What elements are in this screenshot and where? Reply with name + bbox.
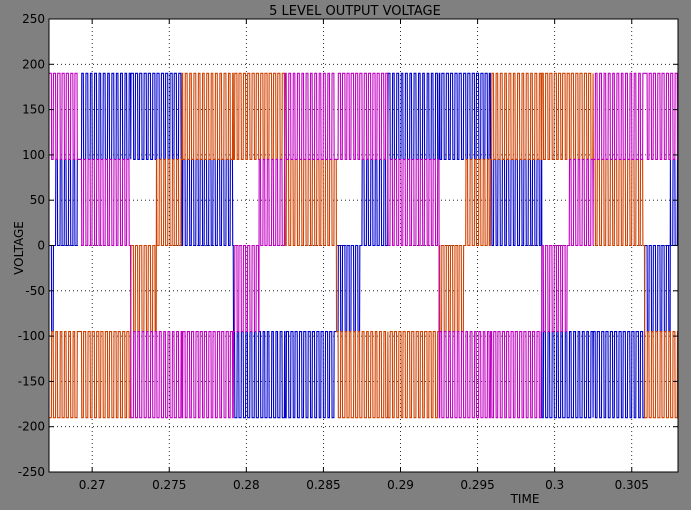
y-tick-label: -150 <box>18 374 45 388</box>
axis-ticks: 0.27 0.275 0.28 0.285 0.29 0.295 0.3 0.305 -250 -… <box>18 12 678 492</box>
y-tick-label: -250 <box>18 465 45 479</box>
series-line-3 <box>49 72 678 419</box>
x-tick-label: 0.27 <box>79 478 106 492</box>
y-tick-label: -100 <box>18 329 45 343</box>
y-tick-label: -200 <box>18 420 45 434</box>
x-tick-label: 0.3 <box>545 478 564 492</box>
x-tick-label: 0.28 <box>233 478 260 492</box>
x-tick-label: 0.275 <box>152 478 186 492</box>
series-layer <box>49 72 678 419</box>
chart-title: 5 LEVEL OUTPUT VOLTAGE <box>269 4 441 19</box>
y-axis-label: VOLTAGE <box>12 221 26 275</box>
x-tick-label: 0.295 <box>460 478 494 492</box>
series-line-2 <box>49 72 678 419</box>
y-tick-label: 0 <box>37 239 45 253</box>
y-tick-label: 150 <box>22 103 45 117</box>
x-tick-label: 0.29 <box>387 478 414 492</box>
y-tick-label: 200 <box>22 57 45 71</box>
y-tick-label: 100 <box>22 148 45 162</box>
y-tick-label: 50 <box>30 193 45 207</box>
y-tick-label: 250 <box>22 12 45 26</box>
y-tick-label: -50 <box>25 284 45 298</box>
x-tick-label: 0.285 <box>306 478 340 492</box>
x-axis-label: TIME <box>510 492 540 506</box>
x-tick-label: 0.305 <box>615 478 649 492</box>
plot-area <box>49 19 678 472</box>
